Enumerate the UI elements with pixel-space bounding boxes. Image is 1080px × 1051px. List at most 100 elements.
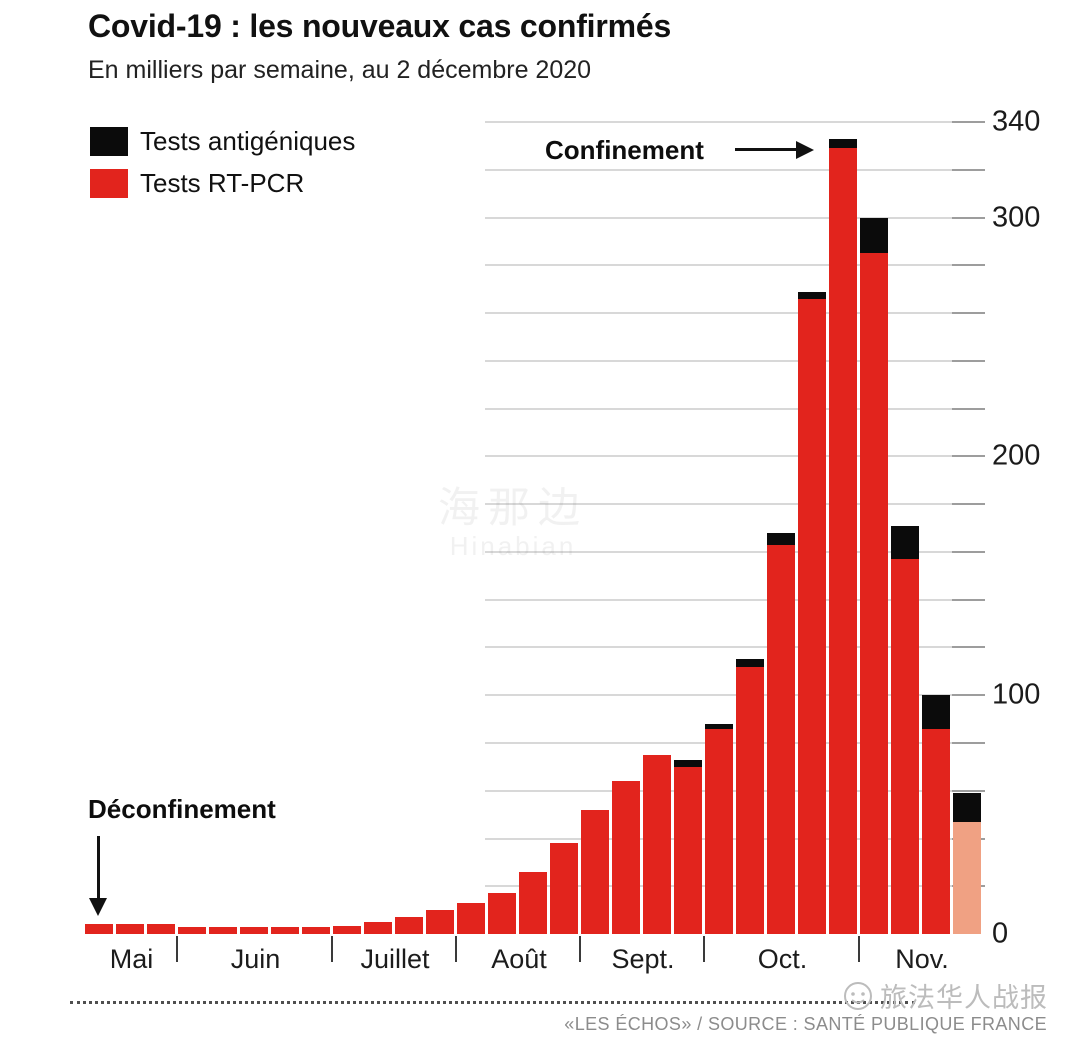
y-axis-tick: [952, 407, 985, 410]
bar-segment-rtpcr: [333, 925, 362, 934]
gridline: [485, 121, 962, 123]
month-label: Juin: [230, 944, 281, 974]
month-boundary-tick: [175, 936, 178, 962]
bar-segment-antigen: [736, 659, 765, 667]
y-axis-tick: [952, 550, 985, 553]
confinement-arrow-shaft: [735, 148, 796, 151]
bar-segment-antigen: [829, 138, 858, 149]
gridline: [485, 455, 962, 458]
bar-segment-rtpcr: [271, 926, 300, 934]
bar-segment-antigen: [891, 525, 920, 559]
right-arrow-icon: [796, 141, 814, 159]
legend-swatch-antigen: [90, 127, 128, 156]
gridline: [485, 503, 962, 506]
annotation-deconfinement-label: Déconfinement: [88, 794, 276, 824]
bar-segment-rtpcr: [178, 926, 207, 934]
gridline: [485, 168, 962, 171]
bar-segment-antigen: [767, 532, 796, 545]
y-axis-tick: [952, 216, 985, 219]
y-tick-label: 100: [992, 678, 1041, 711]
bar-segment-rtpcr: [891, 559, 920, 934]
deconfinement-arrow-shaft: [97, 836, 100, 898]
bar-segment-rtpcr: [705, 728, 734, 934]
month-label: Juillet: [360, 944, 430, 974]
bar-segment-rtpcr: [860, 253, 889, 934]
bar-segment-rtpcr: [581, 809, 610, 934]
bar-segment-rtpcr: [395, 917, 424, 934]
bar-segment-rtpcr: [550, 843, 579, 934]
bar-segment-rtpcr: [736, 666, 765, 934]
bar-segment-rtpcr: [209, 926, 238, 934]
source-credit: «LES ÉCHOS» / SOURCE : SANTÉ PUBLIQUE FR…: [564, 1014, 1047, 1034]
globe-face-icon: [844, 981, 872, 1010]
month-label: Oct.: [757, 944, 808, 974]
month-label: Août: [491, 944, 547, 974]
watermark-center-text-en: Hinabian: [449, 531, 577, 562]
legend-item-rtpcr: Tests RT-PCR: [90, 168, 304, 199]
y-axis-tick: [952, 359, 985, 362]
bar-segment-rtpcr: [519, 871, 548, 934]
y-axis-tick: [952, 455, 985, 458]
page-title: Covid-19 : les nouveaux cas confirmés: [88, 8, 672, 44]
gridline: [485, 407, 962, 410]
y-axis-tick: [952, 694, 985, 697]
month-boundary-tick: [702, 936, 705, 962]
month-boundary-tick: [330, 936, 333, 962]
bar-segment-rtpcr: [922, 728, 951, 934]
gridline: [485, 264, 962, 267]
bar-segment-rtpcr: [767, 544, 796, 934]
month-label: Sept.: [611, 944, 675, 974]
month-label: Nov.: [895, 944, 949, 974]
bar-segment-rtpcr: [116, 924, 145, 934]
legend-item-antigen: Tests antigéniques: [90, 126, 355, 157]
month-boundary-tick: [857, 936, 860, 962]
y-axis-tick: [952, 312, 985, 315]
bar-segment-antigen: [922, 695, 951, 729]
month-boundary-tick: [454, 936, 457, 962]
bar-segment-antigen: [860, 217, 889, 254]
bar-segment-rtpcr: [643, 754, 672, 934]
gridline: [485, 646, 962, 649]
bar-segment-antigen: [953, 793, 982, 822]
bar-segment-rtpcr: [147, 924, 176, 934]
bar-segment-antigen: [705, 723, 734, 729]
bar-segment-rtpcr: [488, 893, 517, 934]
bar-segment-rtpcr: [426, 910, 455, 934]
y-axis-tick: [952, 741, 985, 744]
watermark-center-text-cn: 海那边: [438, 484, 589, 531]
bar-segment-rtpcr: [364, 922, 393, 934]
month-boundary-tick: [578, 936, 581, 962]
month-label: Mai: [109, 944, 154, 974]
bar-segment-rtpcr: [612, 781, 641, 934]
watermark-bottom: 旅法华人战报: [842, 976, 1048, 1015]
down-arrow-icon: [89, 898, 107, 916]
y-tick-label: 0: [992, 917, 1009, 950]
legend-label-rtpcr: Tests RT-PCR: [140, 168, 305, 198]
y-tick-label: 200: [992, 439, 1041, 472]
gridline: [485, 598, 962, 601]
legend-label-antigen: Tests antigéniques: [140, 126, 356, 156]
y-axis-tick: [952, 598, 985, 601]
gridline: [485, 312, 962, 315]
separator-dashed-line: [70, 1001, 915, 1004]
watermark-center: 海那边 Hinabian: [438, 484, 588, 562]
gridline: [485, 694, 962, 697]
y-axis-tick: [952, 789, 985, 792]
annotation-confinement-label: Confinement: [545, 135, 704, 165]
page-subtitle: En milliers par semaine, au 2 décembre 2…: [88, 56, 592, 84]
gridline: [485, 550, 962, 553]
bar-segment-antigen: [674, 759, 703, 767]
bar-segment-rtpcr: [85, 924, 114, 934]
bar-segment-antigen: [798, 291, 827, 299]
y-tick-label: 340: [992, 105, 1041, 138]
y-axis-tick: [952, 264, 985, 267]
bar-segment-rtpcr: [240, 926, 269, 934]
y-axis-tick: [952, 121, 985, 123]
gridline: [485, 359, 962, 362]
y-tick-label: 300: [992, 201, 1041, 233]
bar-segment-rtpcr: [302, 926, 331, 934]
bar-segment-rtpcr: [674, 766, 703, 934]
gridline: [485, 216, 962, 219]
